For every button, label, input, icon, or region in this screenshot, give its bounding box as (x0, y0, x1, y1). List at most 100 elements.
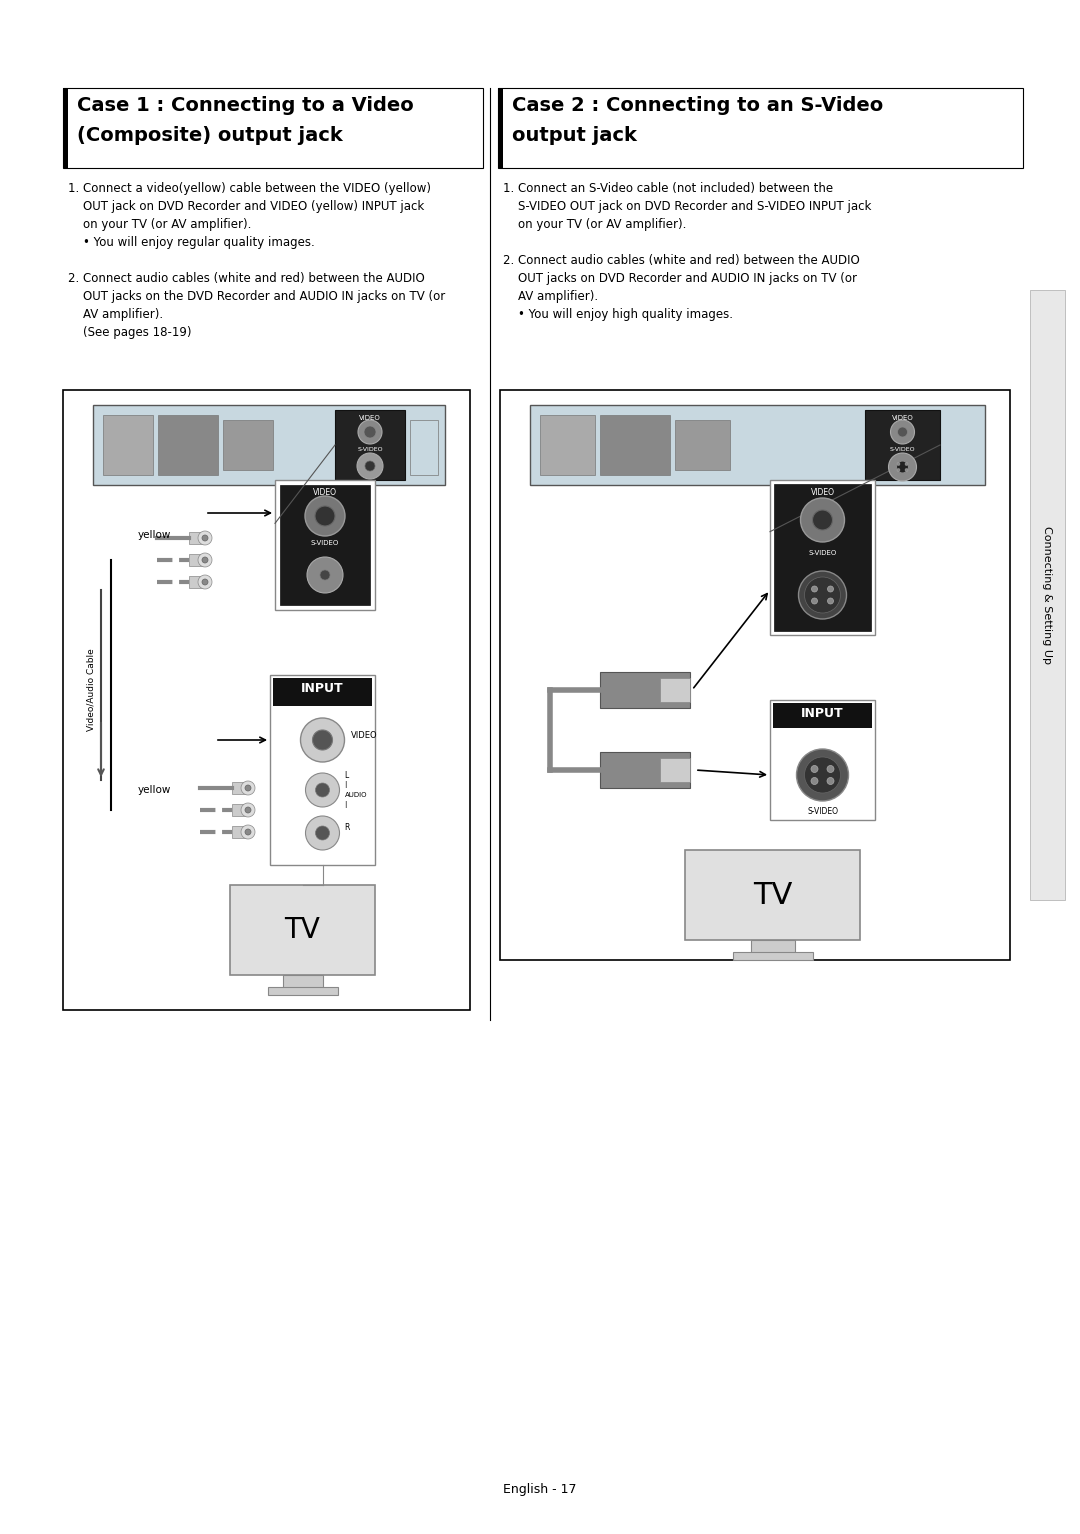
Text: Case 1 : Connecting to a Video: Case 1 : Connecting to a Video (77, 97, 414, 115)
Circle shape (798, 571, 847, 620)
Circle shape (320, 571, 330, 580)
Bar (232, 825, 248, 838)
Text: • You will enjoy high quality images.: • You will enjoy high quality images. (503, 308, 733, 321)
Text: Case 2 : Connecting to an S-Video: Case 2 : Connecting to an S-Video (512, 97, 883, 115)
Text: 1. Connect an S-Video cable (not included) between the: 1. Connect an S-Video cable (not include… (503, 183, 833, 195)
Text: TV: TV (753, 881, 793, 910)
Text: VIDEO: VIDEO (313, 488, 337, 497)
Text: (See pages 18-19): (See pages 18-19) (68, 327, 191, 339)
Text: |: | (345, 781, 347, 788)
Bar (498, 87, 1023, 169)
Text: AV amplifier).: AV amplifier). (503, 290, 598, 304)
Bar (530, 405, 985, 485)
Bar (158, 416, 218, 476)
Text: INPUT: INPUT (801, 707, 843, 719)
Bar (189, 575, 205, 588)
Text: OUT jack on DVD Recorder and VIDEO (yellow) INPUT jack: OUT jack on DVD Recorder and VIDEO (yell… (68, 199, 424, 213)
Circle shape (357, 420, 382, 443)
Circle shape (202, 578, 208, 584)
Text: L: L (345, 770, 349, 779)
Bar (230, 885, 375, 976)
Text: VIDEO: VIDEO (351, 730, 377, 739)
Text: VIDEO: VIDEO (892, 416, 914, 420)
Text: Video/Audio Cable: Video/Audio Cable (86, 649, 95, 732)
Bar (660, 758, 690, 782)
Circle shape (812, 509, 833, 531)
Circle shape (312, 730, 333, 750)
Bar (283, 976, 323, 989)
Text: S-VIDEO OUT jack on DVD Recorder and S-VIDEO INPUT jack: S-VIDEO OUT jack on DVD Recorder and S-V… (503, 199, 872, 213)
Text: S-VIDEO: S-VIDEO (357, 446, 382, 453)
Circle shape (905, 462, 908, 465)
Text: |: | (345, 801, 347, 808)
Text: INPUT: INPUT (301, 683, 343, 695)
Text: VIDEO: VIDEO (360, 416, 381, 420)
Circle shape (905, 468, 908, 471)
Circle shape (198, 531, 212, 545)
Text: yellow: yellow (138, 531, 172, 540)
Bar (751, 940, 795, 956)
Bar (280, 485, 370, 604)
Circle shape (315, 782, 329, 798)
Text: (Composite) output jack: (Composite) output jack (77, 126, 342, 146)
Circle shape (315, 825, 329, 841)
Bar (189, 554, 205, 566)
Text: AV amplifier).: AV amplifier). (68, 308, 163, 321)
Text: VIDEO: VIDEO (810, 488, 835, 497)
Circle shape (800, 499, 845, 542)
Text: English - 17: English - 17 (503, 1483, 577, 1497)
Circle shape (245, 785, 251, 792)
Text: S-VIDEO: S-VIDEO (311, 540, 339, 546)
Circle shape (364, 426, 376, 439)
Bar (63, 87, 483, 169)
Bar (410, 420, 438, 476)
Bar (93, 405, 445, 485)
Text: S-VIDEO: S-VIDEO (808, 551, 837, 555)
Bar (732, 953, 812, 960)
Text: S-VIDEO: S-VIDEO (807, 807, 838, 816)
Circle shape (891, 420, 915, 443)
Circle shape (245, 828, 251, 834)
Circle shape (797, 749, 849, 801)
Bar (675, 420, 730, 469)
Circle shape (889, 453, 917, 482)
Circle shape (365, 462, 375, 471)
Circle shape (241, 781, 255, 795)
Bar (498, 87, 503, 169)
Circle shape (811, 586, 818, 592)
Text: on your TV (or AV amplifier).: on your TV (or AV amplifier). (503, 218, 687, 232)
Circle shape (315, 506, 335, 526)
Bar (600, 752, 690, 788)
Circle shape (306, 816, 339, 850)
Bar (273, 678, 372, 706)
Bar (232, 782, 248, 795)
Bar (540, 416, 595, 476)
Bar (189, 532, 205, 545)
Bar (232, 804, 248, 816)
Bar (773, 703, 872, 729)
Text: 2. Connect audio cables (white and red) between the AUDIO: 2. Connect audio cables (white and red) … (68, 272, 424, 285)
Bar (222, 420, 273, 469)
Text: yellow: yellow (138, 785, 172, 795)
Bar (63, 390, 470, 1009)
Bar (268, 986, 337, 996)
Bar (500, 390, 1010, 960)
Text: OUT jacks on DVD Recorder and AUDIO IN jacks on TV (or: OUT jacks on DVD Recorder and AUDIO IN j… (503, 272, 858, 285)
Circle shape (827, 586, 834, 592)
Text: TV: TV (284, 916, 321, 943)
Circle shape (897, 462, 900, 465)
Bar (63, 87, 68, 169)
Circle shape (896, 462, 908, 472)
Bar (335, 410, 405, 480)
Circle shape (306, 773, 339, 807)
Bar (275, 480, 375, 611)
Circle shape (198, 575, 212, 589)
Circle shape (300, 718, 345, 762)
Text: 1. Connect a video(yellow) cable between the VIDEO (yellow): 1. Connect a video(yellow) cable between… (68, 183, 431, 195)
Text: AUDIO: AUDIO (345, 792, 367, 798)
Bar (774, 485, 870, 630)
Circle shape (897, 468, 900, 471)
Circle shape (811, 778, 818, 784)
Text: on your TV (or AV amplifier).: on your TV (or AV amplifier). (68, 218, 252, 232)
Text: Connecting & Setting Up: Connecting & Setting Up (1042, 526, 1053, 664)
